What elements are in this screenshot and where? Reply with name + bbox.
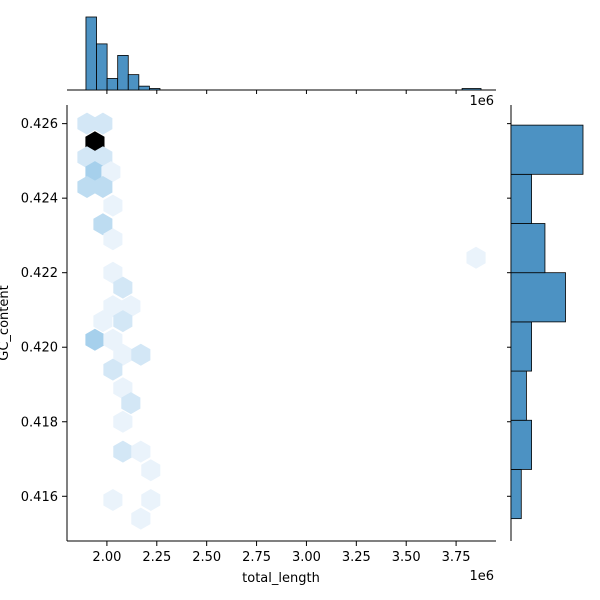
hexbin-cell — [85, 161, 105, 184]
x-tick-label: 2.50 — [192, 550, 221, 565]
top-hist-bar — [85, 16, 97, 91]
top-histogram-offset-label: 1e6 — [469, 94, 494, 109]
hexbin-cell — [113, 410, 133, 433]
hexbin-cell — [103, 358, 123, 381]
hexbin-cell — [93, 176, 113, 198]
hexbin-cell — [77, 146, 97, 169]
top-marginal-histogram — [67, 16, 496, 94]
hexbin-cell — [103, 489, 123, 511]
top-hist-bar — [461, 88, 482, 91]
hexbin-cell — [103, 295, 123, 318]
x-tick-label: 3.75 — [442, 550, 471, 565]
y-tick-label: 0.426 — [21, 117, 58, 132]
right-hist-bar — [510, 173, 532, 224]
right-hist-bar — [510, 370, 527, 421]
x-tick-label: 2.00 — [92, 550, 121, 565]
right-marginal-histogram — [507, 105, 584, 541]
right-hist-bar — [510, 321, 532, 372]
x-tick-label: 2.25 — [142, 550, 171, 565]
hexbin-cell — [77, 112, 97, 135]
hexbin-cell — [101, 161, 121, 184]
hexbin-cell — [103, 194, 123, 217]
hexbin-cell — [121, 392, 141, 415]
x-tick-label: 3.25 — [342, 550, 371, 565]
hexbin-cell — [85, 328, 105, 351]
hexbin-cell — [131, 440, 151, 463]
hexbin-cell — [141, 489, 161, 511]
hexbin-cell — [113, 276, 133, 299]
right-hist-bar — [510, 272, 566, 323]
hexbin-cell — [93, 213, 113, 236]
y-tick-label: 0.424 — [21, 192, 58, 207]
y-tick-label: 0.422 — [21, 266, 58, 281]
hexbin-cell — [93, 112, 113, 135]
hexbin-cell — [85, 131, 105, 154]
top-hist-bar — [138, 85, 150, 91]
right-hist-bar — [510, 223, 546, 274]
hexbin-cell — [113, 440, 133, 463]
right-hist-bar — [510, 124, 584, 175]
y-axis-label: GC_content — [0, 285, 12, 360]
x-tick-label: 3.00 — [292, 550, 321, 565]
hexbin-cell — [131, 507, 151, 530]
x-tick-label: 3.50 — [392, 550, 421, 565]
hexbin-cell — [113, 343, 133, 366]
hexbin-cell — [93, 146, 113, 169]
hexbin-cell — [141, 459, 161, 482]
hexbin-cell — [103, 328, 123, 351]
hexbin-cell — [93, 310, 113, 333]
top-hist-bar — [96, 43, 108, 91]
hexbin-layer — [77, 112, 486, 530]
top-hist-bar — [127, 74, 140, 91]
top-hist-bar — [149, 88, 161, 91]
hexbin-cell — [113, 377, 133, 400]
x-axis-offset-label: 1e6 — [469, 569, 494, 584]
hexbin-cell — [131, 343, 151, 366]
right-hist-bar — [510, 419, 532, 470]
y-tick-label: 0.416 — [21, 490, 58, 505]
hexbin-cell — [103, 261, 123, 284]
y-tick-label: 0.418 — [21, 415, 58, 430]
hexbin-cell — [466, 246, 486, 269]
hexbin-cell — [121, 295, 141, 318]
top-hist-bar — [117, 55, 129, 91]
hexbin-cell — [103, 228, 123, 251]
axes-layer: 2.00 2.25 2.50 2.75 3.00 3.25 3.50 3.75 0.416 0.4… — [21, 105, 496, 565]
y-tick-label: 0.420 — [21, 341, 58, 356]
hexbin-cell — [113, 310, 133, 333]
top-hist-bar — [106, 78, 119, 91]
x-axis-label: total_length — [242, 571, 320, 586]
right-hist-bar — [510, 469, 522, 520]
x-tick-label: 2.75 — [242, 550, 271, 565]
hexbin-cell — [77, 176, 97, 198]
